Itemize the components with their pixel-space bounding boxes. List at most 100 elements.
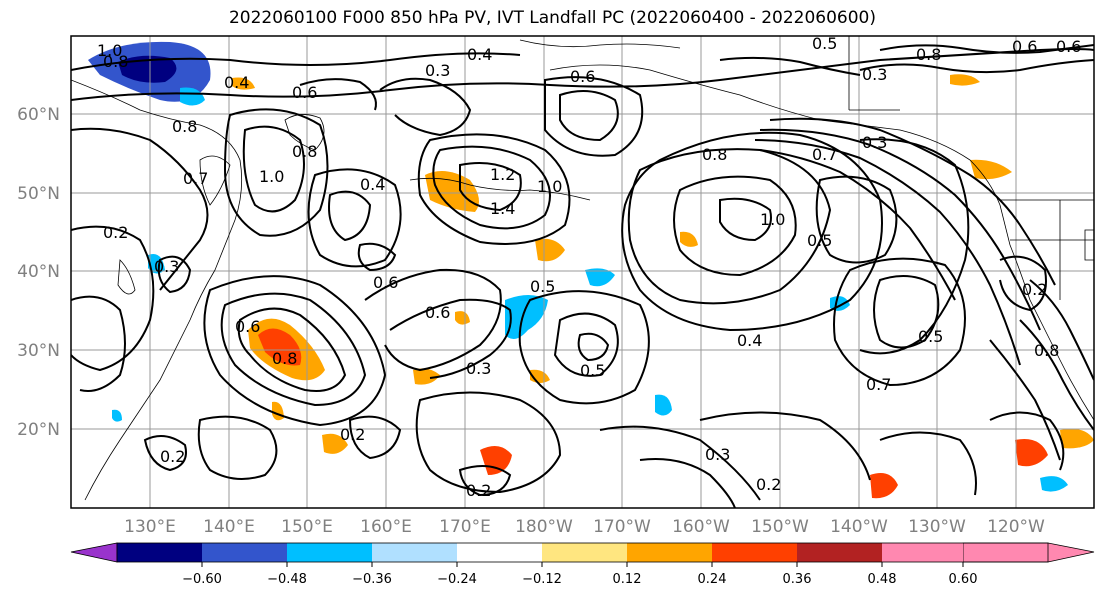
positive-anomaly-patch [1060, 428, 1094, 449]
negative-anomaly-core [118, 55, 177, 83]
contour-label: 0.3 [154, 257, 179, 276]
contour-label: 1.2 [490, 165, 515, 184]
colorbar-segment [627, 543, 712, 562]
contour-label: 0.5 [918, 327, 943, 346]
contour-label: 0.2 [466, 481, 491, 500]
lat-label: 30°N [17, 341, 60, 361]
lat-label: 20°N [17, 420, 60, 440]
contour-label: 0.6 [1056, 37, 1081, 56]
colorbar-tick-label: −0.12 [522, 572, 562, 587]
lon-label: 140°W [830, 517, 888, 537]
colorbar-tick-label: −0.24 [437, 572, 477, 587]
contour-label: 0.3 [862, 65, 887, 84]
contour-label: 0.8 [1034, 341, 1059, 360]
lon-label: 180°W [515, 517, 573, 537]
colorbar-extend-high [962, 542, 1095, 563]
colorbar-tick-label: 0.36 [783, 572, 812, 587]
contour-labels: 1.0 0.8 0.4 0.6 0.3 0.4 0.6 0.3 0.5 0.8 … [97, 34, 1081, 500]
lon-label: 160°W [672, 517, 730, 537]
positive-anomaly-patch [1015, 439, 1048, 467]
longitude-labels: 130°E 140°E 150°E 160°E 170°E 180°W 170°… [124, 517, 1045, 537]
negative-anomaly-patch [112, 409, 122, 422]
colorbar-tick-label: 0.12 [613, 572, 642, 587]
colorbar-extend-low [70, 542, 118, 563]
lon-label: 170°W [593, 517, 651, 537]
contour-label: 0.2 [1022, 280, 1047, 299]
contour-label: 0.6 [1012, 37, 1037, 56]
contour-label: 0.6 [235, 317, 260, 336]
negative-anomaly-patch [505, 295, 548, 339]
colorbar-segment [372, 543, 457, 562]
contour-label: 1.0 [259, 167, 284, 186]
contour-label: 0.8 [292, 142, 317, 161]
lat-label: 40°N [17, 262, 60, 282]
contour-label: 0.6 [425, 303, 450, 322]
colorbar-segment [457, 543, 542, 562]
colorbar-outline [116, 542, 1049, 563]
positive-anomaly-patch [970, 159, 1012, 180]
positive-anomaly-patch [413, 368, 440, 385]
contour-label: 0.6 [292, 83, 317, 102]
lon-label: 130°E [124, 517, 176, 537]
latitude-labels: 60°N 50°N 40°N 30°N 20°N [17, 105, 60, 440]
negative-anomaly-patch [585, 268, 615, 287]
positive-anomaly-patch [950, 74, 980, 86]
contour-label: 0.8 [702, 145, 727, 164]
contour-label: 0.2 [756, 475, 781, 494]
contour-label: 1.0 [760, 210, 785, 229]
contour-label: 0.8 [272, 349, 297, 368]
contour-label: 0.2 [103, 223, 128, 242]
colorbar-segment [797, 543, 882, 562]
positive-anomaly-patch [870, 472, 898, 499]
negative-anomaly-patch [180, 87, 205, 106]
positive-anomaly-patch [480, 446, 512, 475]
contour-label: 0.4 [737, 331, 762, 350]
contour-label: 0.5 [530, 277, 555, 296]
contour-label: 0.4 [224, 73, 249, 92]
contour-label: 0.8 [916, 45, 941, 64]
anomaly-shading [88, 41, 1094, 499]
colorbar: −0.60 −0.48 −0.36 −0.24 −0.12 0.12 0.24 … [70, 542, 1095, 587]
colorbar-tick-label: −0.48 [267, 572, 307, 587]
contour-label: 0.8 [172, 117, 197, 136]
contour-label: 0.4 [360, 175, 385, 194]
lat-label: 50°N [17, 184, 60, 204]
map-title: 2022060100 F000 850 hPa PV, IVT Landfall… [228, 8, 876, 28]
contour-label: 0.3 [425, 61, 450, 80]
colorbar-tick-label: 0.24 [698, 572, 727, 587]
contour-label: 0.7 [183, 169, 208, 188]
contour-label: 0.2 [160, 447, 185, 466]
contour-label: 0.3 [705, 445, 730, 464]
contour-label: 1.0 [97, 41, 122, 60]
contour-label: 0.5 [580, 361, 605, 380]
colorbar-segment [117, 543, 202, 562]
contour-label: 0.5 [812, 34, 837, 53]
contour-label: 0.6 [570, 67, 595, 86]
lon-label: 130°W [908, 517, 966, 537]
colorbar-tick-label: 0.48 [868, 572, 897, 587]
contour-label: 0.6 [373, 273, 398, 292]
positive-anomaly-patch [680, 231, 698, 247]
contour-label: 0.5 [807, 231, 832, 250]
colorbar-segment [882, 543, 963, 562]
lon-label: 150°W [751, 517, 809, 537]
negative-anomaly-patch [1040, 476, 1068, 492]
positive-anomaly-patch [455, 311, 470, 325]
colorbar-segment [712, 543, 797, 562]
pv-contours [71, 44, 1094, 508]
lat-label: 60°N [17, 105, 60, 125]
contour-label: 0.3 [466, 359, 491, 378]
colorbar-tick-label: −0.60 [182, 572, 222, 587]
contour-label: 0.4 [467, 45, 492, 64]
graticule [71, 36, 1094, 508]
colorbar-tick-label: −0.36 [352, 572, 392, 587]
contour-label: 0.2 [340, 425, 365, 444]
colorbar-segment [287, 543, 372, 562]
positive-anomaly-patch [322, 433, 348, 454]
coastlines [71, 36, 1094, 501]
contour-label: 0.7 [812, 145, 837, 164]
lon-label: 160°E [360, 517, 412, 537]
map-frame [70, 35, 1095, 509]
map-panel: 1.0 0.8 0.4 0.6 0.3 0.4 0.6 0.3 0.5 0.8 … [71, 34, 1094, 508]
